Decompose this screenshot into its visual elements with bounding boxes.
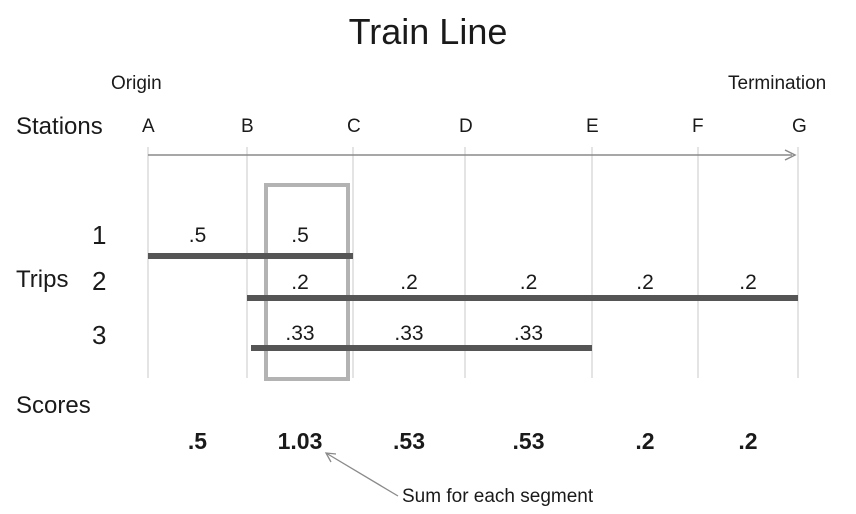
trip-2-segment-ef-value: .2: [636, 271, 654, 294]
score-fg: .2: [738, 428, 758, 454]
score-bc: 1.03: [277, 428, 323, 454]
station-label-g: G: [792, 116, 807, 137]
trip-3-segment-bc-value: .33: [285, 322, 315, 345]
station-label-b: B: [241, 116, 254, 137]
station-label-d: D: [459, 116, 473, 137]
annotation-arrow-head-icon: [324, 452, 337, 463]
station-label-a: A: [142, 116, 155, 137]
score-cd: .53: [393, 428, 425, 454]
arrow-head-icon: [784, 149, 797, 161]
trip-1-segment-ab-value: .5: [188, 224, 207, 247]
trip-number-1: 1: [92, 220, 107, 250]
sum-annotation: Sum for each segment: [402, 486, 594, 507]
trip-bars: [148, 253, 798, 351]
highlight-box: [264, 183, 350, 381]
trip-1-segment-bc-value: .5: [291, 224, 309, 247]
termination-label: Termination: [728, 73, 827, 94]
trip-3-segment-cd-value: .33: [394, 322, 424, 345]
trip-bar-3: [251, 345, 592, 351]
annotation-arrow: [325, 452, 399, 497]
origin-label: Origin: [111, 73, 162, 94]
trip-3-segment-de-value: .33: [513, 322, 544, 345]
stations-label: Stations: [16, 113, 103, 140]
scores-label: Scores: [16, 392, 91, 419]
trip-2-segment-bc-value: .2: [291, 271, 309, 294]
trip-2-segment-cd-value: .2: [400, 271, 418, 294]
station-label-f: F: [692, 116, 704, 137]
trip-2-segment-fg-value: .2: [739, 271, 757, 294]
trip-number-3: 3: [92, 320, 107, 350]
score-ef: .2: [635, 428, 655, 454]
station-label-c: C: [347, 116, 361, 137]
trip-number-2: 2: [92, 266, 107, 296]
diagram-title: Train Line: [348, 11, 508, 52]
score-de: .53: [512, 428, 545, 454]
trip-bar-2: [247, 295, 798, 301]
trip-bar-1: [148, 253, 353, 259]
station-label-e: E: [586, 116, 599, 137]
trips-label: Trips: [16, 266, 69, 293]
trip-2-segment-de-value: .2: [519, 271, 538, 294]
station-grid-lines: [147, 147, 799, 378]
score-ab: .5: [187, 428, 208, 454]
